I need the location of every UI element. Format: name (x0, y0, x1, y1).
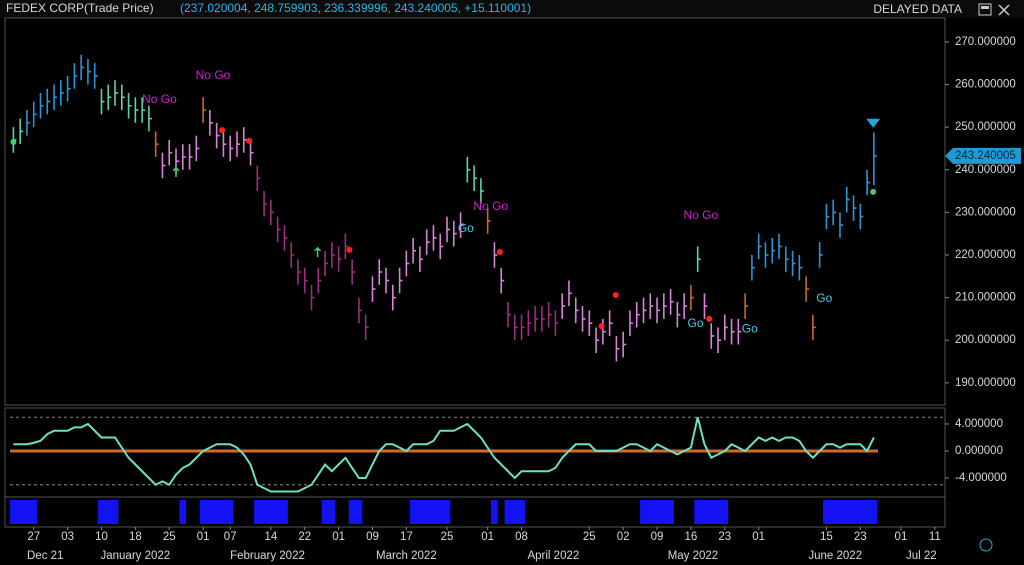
x-tick-label: 25 (163, 531, 176, 543)
x-tick-label: 01 (197, 531, 210, 543)
x-tick-label: 17 (400, 531, 413, 543)
trend-band-panel (4, 496, 946, 528)
month-label: Dec 21 (27, 550, 63, 562)
month-label: April 2022 (527, 550, 579, 562)
month-label: Jul 22 (906, 550, 937, 562)
y-tick-label: -4.000000 (955, 472, 1007, 484)
month-label: January 2022 (100, 550, 170, 562)
trend-block (409, 500, 451, 524)
instrument-title: FEDEX CORP(Trade Price) (6, 1, 154, 15)
x-tick-label: 23 (718, 531, 731, 543)
trend-block (199, 500, 234, 524)
y-tick-label: 200.000000 (955, 334, 1016, 346)
trend-block (321, 500, 336, 524)
trend-block (640, 500, 674, 524)
trend-block (504, 500, 525, 524)
month-label: March 2022 (376, 550, 437, 562)
x-tick-label: 01 (752, 531, 765, 543)
data-status: DELAYED DATA (873, 2, 962, 16)
x-tick-label: 22 (298, 531, 311, 543)
quote: (237.020004, 248.759903, 236.339996, 243… (180, 1, 531, 15)
signal-label: Go (458, 221, 474, 235)
y-tick-label: 4.000000 (955, 418, 1003, 430)
signal-dot (706, 315, 713, 322)
trend-block (491, 500, 498, 524)
x-tick-label: 01 (895, 531, 908, 543)
signal-dot (219, 127, 226, 134)
trend-block (823, 500, 878, 524)
signal-label: Go (688, 316, 704, 330)
trend-block (253, 500, 288, 524)
x-tick-label: 14 (264, 531, 277, 543)
trend-block (98, 500, 119, 524)
x-tick-label: 02 (617, 531, 630, 543)
x-tick-label: 09 (366, 531, 379, 543)
y-tick-label: 190.000000 (955, 377, 1016, 389)
y-tick-label: 0.000000 (955, 445, 1003, 457)
x-tick-label: 03 (61, 531, 74, 543)
last-price-label: 243.240005 (955, 150, 1016, 162)
signal-label: No Go (196, 68, 231, 82)
trend-block (179, 500, 187, 524)
x-tick-label: 01 (481, 531, 494, 543)
month-label: June 2022 (808, 550, 862, 562)
x-tick-label: 07 (224, 531, 237, 543)
signal-label: No Go (683, 208, 718, 222)
y-tick-label: 240.000000 (955, 164, 1016, 176)
close-button[interactable] (998, 4, 1010, 16)
signal-dot (496, 248, 503, 255)
signal-label: Go (742, 321, 758, 335)
trend-block (10, 500, 38, 524)
signal-dot (870, 188, 877, 195)
restore-button[interactable] (978, 3, 992, 16)
signal-label: No Go (473, 199, 508, 213)
x-tick-label: 25 (583, 531, 596, 543)
x-tick-label: 27 (27, 531, 40, 543)
y-tick-label: 210.000000 (955, 292, 1016, 304)
trend-block (348, 500, 363, 524)
signal-arrow (172, 166, 180, 177)
price-panel (4, 17, 946, 406)
x-tick-label: 16 (685, 531, 698, 543)
y-tick-label: 260.000000 (955, 79, 1016, 91)
x-tick-label: 10 (95, 531, 108, 543)
oscillator-line (13, 416, 875, 493)
last-price-tag (945, 147, 1021, 164)
y-tick-label: 230.000000 (955, 206, 1016, 218)
signal-label: Go (816, 291, 832, 305)
x-tick-label: 18 (129, 531, 142, 543)
x-tick-label: 25 (441, 531, 454, 543)
signal-dot (10, 139, 17, 146)
signal-triangle (866, 118, 881, 128)
smiley-icon[interactable] (979, 538, 993, 552)
y-tick-label: 220.000000 (955, 249, 1016, 261)
y-tick-label: 270.000000 (955, 36, 1016, 48)
signal-dot (346, 246, 353, 253)
x-tick-label: 01 (332, 531, 345, 543)
x-tick-label: 15 (820, 531, 833, 543)
x-tick-label: 08 (515, 531, 528, 543)
signal-label: No Go (142, 92, 177, 106)
month-label: May 2022 (668, 550, 719, 562)
header-bar (0, 0, 1024, 18)
signal-dot (246, 137, 253, 144)
x-tick-label: 11 (929, 531, 941, 543)
signal-dot (612, 292, 619, 299)
signal-arrow (314, 246, 322, 257)
x-tick-label: 09 (651, 531, 664, 543)
trend-block (694, 500, 729, 524)
x-tick-label: 23 (854, 531, 867, 543)
signal-dot (598, 323, 605, 330)
y-tick-label: 250.000000 (955, 121, 1016, 133)
restore-icon (981, 6, 989, 9)
month-label: February 2022 (230, 550, 305, 562)
